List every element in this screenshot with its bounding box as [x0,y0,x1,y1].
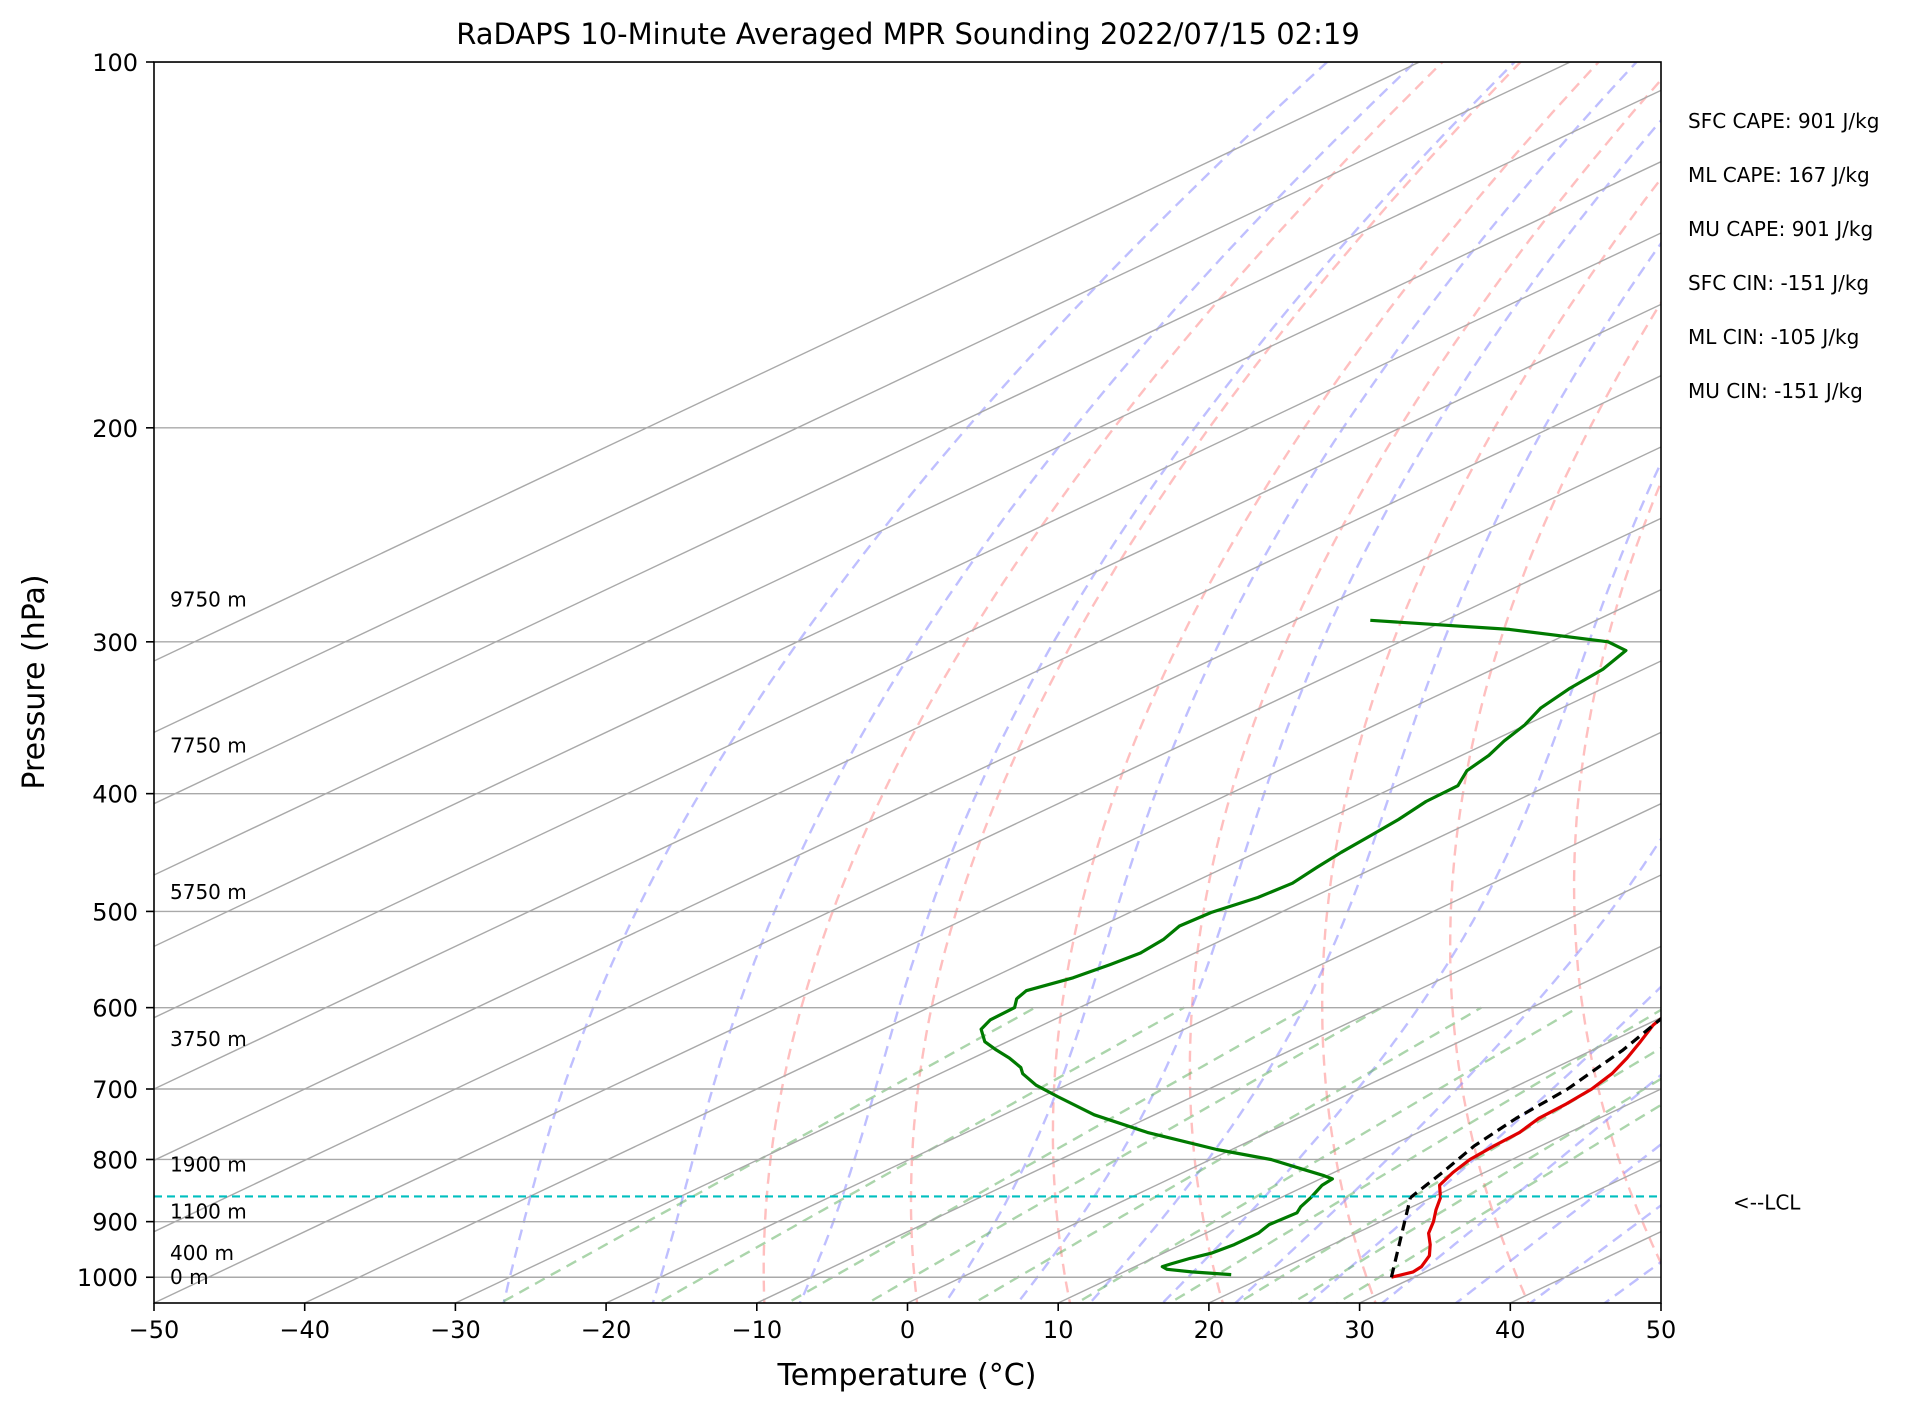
isotherm-line [756,874,1661,1303]
y-axis-title: Pressure (hPa) [17,574,52,789]
mixing-ratio-line [1074,1006,1579,1303]
dry-adiabat-line [1321,176,1661,1303]
mixing-ratio-line [865,1006,1383,1303]
isotherm-line [154,232,1661,948]
dry-adiabat-line [909,62,1523,1303]
dry-adiabat-line [1051,62,1601,1303]
chart-title: RaDAPS 10-Minute Averaged MPR Sounding 2… [456,17,1360,51]
height-label: 7750 m [170,733,247,757]
y-tick-label: 900 [92,1209,138,1237]
y-tick-label: 100 [92,49,138,77]
x-tick-label: 20 [1194,1316,1225,1344]
y-tick-label: 1000 [77,1264,138,1292]
mixing-ratio-line [785,1006,1307,1303]
isotherm-line [154,303,1661,1019]
dry-adiabat-line [1572,479,1661,1266]
background-lines [154,62,1661,1303]
axes: −50 −40 −30 −20 −10 0 10 20 30 40 50 1000 900 800 700 6… [77,49,1676,1344]
x-tick-label: 0 [900,1316,915,1344]
stability-index-text: SFC CIN: -151 J/kg [1688,271,1869,295]
moist-adiabat-line [1528,1203,1661,1303]
moist-adiabat-line [798,62,1516,1303]
isotherm-line [154,446,1661,1162]
y-tick-label: 800 [92,1146,138,1174]
y-tick-label: 200 [92,415,138,443]
isotherm-line [907,945,1661,1303]
lcl-label: <--LCL [1733,1190,1801,1214]
height-label: 9750 m [170,588,247,612]
moist-adiabat-line [943,62,1638,1303]
isotherm-line [1057,1016,1661,1303]
y-tick-label: 400 [92,781,138,809]
parcel-profile-line [1389,1016,1661,1278]
x-tick-label: 50 [1646,1316,1677,1344]
y-tick-label: 500 [92,898,138,926]
isotherm-line [154,62,1571,734]
height-label: 400 m [170,1241,234,1265]
moist-adiabat-line [1306,985,1661,1303]
moist-adiabat-line [1016,118,1661,1303]
isotherm-line [154,588,1661,1303]
x-tick-label: −10 [731,1316,782,1344]
isotherm-line [304,660,1661,1303]
x-axis-title: Temperature (°C) [777,1358,1037,1393]
mixing-ratio-line [1167,1008,1661,1303]
dry-adiabat-line [762,62,1445,1303]
x-tick-label: −20 [581,1316,632,1344]
x-tick-label: −50 [129,1316,180,1344]
stability-index-text: ML CIN: -105 J/kg [1688,325,1859,349]
dry-adiabat-line [1449,300,1661,1303]
mixing-ratio-line [1335,1103,1661,1303]
height-label: 3750 m [170,1027,247,1051]
isotherm-line [154,517,1661,1233]
temperature-profile-line [1391,1016,1661,1279]
mixing-ratio-line [1235,1046,1661,1303]
y-tick-label: 700 [92,1076,138,1104]
isotherm-line [605,802,1661,1303]
dewpoint-profile-line [979,618,1628,1277]
stability-indices: SFC CAPE: 901 J/kg ML CAPE: 167 J/kg MU CA… [1688,109,1879,403]
mixing-ratio-line [971,1006,1482,1303]
x-tick-label: 10 [1043,1316,1074,1344]
stability-index-text: ML CAPE: 167 J/kg [1688,163,1870,187]
x-tick-label: −40 [279,1316,330,1344]
mixing-ratio-line [498,1006,1036,1303]
y-tick-label: 600 [92,995,138,1023]
isotherm-line [455,731,1661,1303]
sounding-profiles [154,618,1661,1279]
height-label: 0 m [170,1265,209,1289]
height-label: 1900 m [170,1153,247,1177]
isotherm-line [154,160,1661,876]
stability-index-text: MU CIN: -151 J/kg [1688,379,1863,403]
stability-index-text: MU CAPE: 901 J/kg [1688,217,1873,241]
mixing-ratio-line [655,1006,1185,1303]
isotherm-line [1208,1088,1661,1303]
isotherm-line [154,89,1661,805]
height-label: 5750 m [170,880,247,904]
x-tick-label: −30 [430,1316,481,1344]
height-label: 1100 m [170,1200,247,1224]
isotherm-line [154,62,1420,662]
x-tick-label: 30 [1344,1316,1375,1344]
stability-index-text: SFC CAPE: 901 J/kg [1688,109,1879,133]
x-tick-label: 40 [1495,1316,1526,1344]
height-labels: <--LCL 9750 m 7750 m 5750 m 3750 m 1900 m 1100… [170,588,1801,1290]
isotherm-line [154,374,1661,1090]
mixing-ratio-line [1290,1077,1661,1303]
y-tick-label: 300 [92,629,138,657]
